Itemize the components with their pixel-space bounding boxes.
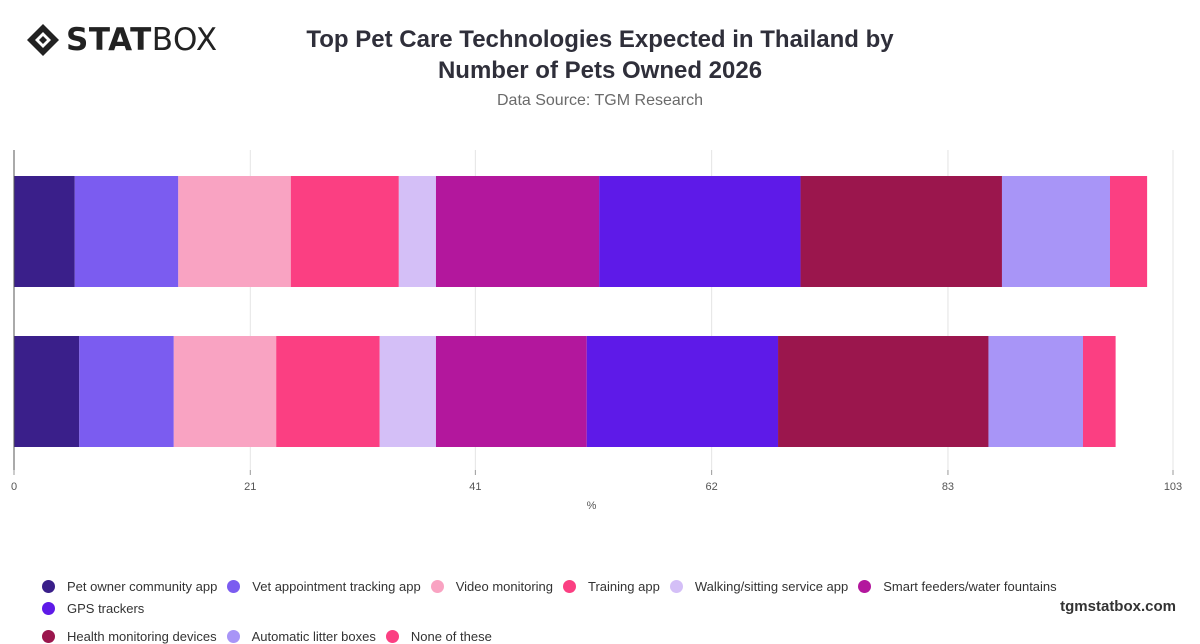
x-axis-label: % (587, 500, 597, 512)
logo-text-bold: STAT (66, 22, 152, 58)
legend-swatch (385, 629, 399, 643)
x-tick-label: 41 (469, 481, 481, 493)
bar-segment[interactable] (290, 176, 399, 287)
legend-swatch (430, 579, 444, 593)
legend-label: Video monitoring (455, 578, 554, 594)
bar-segment[interactable] (586, 336, 779, 447)
legend-item[interactable]: Walking/sitting service app (669, 578, 849, 594)
legend-item[interactable]: Vet appointment tracking app (227, 578, 421, 594)
legend-item[interactable]: Video monitoring (430, 578, 554, 594)
bar-segment[interactable] (435, 176, 600, 287)
x-axis: 0 21 41 62 83 103% (11, 150, 1182, 512)
x-tick-label: 83 (942, 481, 954, 493)
x-tick-label: 103 (1164, 481, 1182, 493)
legend-item[interactable]: Automatic litter boxes (226, 628, 376, 644)
legend-item[interactable]: Pet owner community app (42, 578, 217, 594)
legend-swatch (669, 579, 683, 593)
bar-segment[interactable] (379, 336, 436, 447)
logo-text-light: BOX (151, 22, 218, 58)
legend-label: Automatic litter boxes (251, 628, 376, 644)
legend-label: None of these (410, 628, 492, 644)
bar-segment[interactable] (178, 176, 291, 287)
logo-diamond-icon (27, 24, 59, 56)
bar-segment[interactable] (800, 176, 1002, 287)
legend-item[interactable]: Health monitoring devices (42, 628, 217, 644)
bar-segment[interactable] (398, 176, 436, 287)
brand-footer: tgmstatbox.com (1060, 598, 1176, 615)
legend-label: GPS trackers (67, 600, 145, 616)
legend-label: Training app (588, 578, 660, 594)
bar-segment[interactable] (1001, 176, 1110, 287)
legend-swatch (858, 579, 872, 593)
legend-label: Vet appointment tracking app (252, 578, 421, 594)
bar-chart: 0 21 41 62 83 103% (11, 150, 1182, 512)
legend-item[interactable]: None of these (385, 628, 492, 644)
legend-swatch (42, 601, 55, 615)
chart-title-line1: Top Pet Care Technologies Expected in Th… (306, 26, 894, 53)
bar-segment[interactable] (599, 176, 801, 287)
bar-segment[interactable] (1082, 336, 1116, 447)
bar-segments (14, 176, 1148, 447)
bar-segment[interactable] (173, 336, 277, 447)
chart-legend: Pet owner community app Vet appointment t… (42, 578, 1172, 644)
bar-segment[interactable] (14, 176, 75, 287)
bar-segment[interactable] (778, 336, 989, 447)
x-tick-label: 0 (11, 481, 17, 493)
legend-swatch (42, 579, 55, 593)
legend-swatch (563, 579, 577, 593)
legend-swatch (227, 579, 241, 593)
legend-swatch (226, 629, 240, 643)
statbox-logo: STATBOX (26, 22, 218, 58)
legend-item[interactable]: Training app (563, 578, 660, 594)
bar-segment[interactable] (988, 336, 1083, 447)
legend-label: Smart feeders/water fountains (883, 578, 1057, 594)
logo-text: STATBOX (66, 22, 218, 58)
chart-subtitle: Data Source: TGM Research (496, 92, 703, 109)
bar-segment[interactable] (79, 336, 174, 447)
legend-item[interactable]: Smart feeders/water fountains (858, 578, 1057, 594)
bar-segment[interactable] (14, 336, 80, 447)
bar-segment[interactable] (1109, 176, 1148, 287)
chart-title: Top Pet Care Technologies Expected in Th… (300, 24, 900, 86)
legend-swatch (42, 629, 55, 643)
x-tick-label: 62 (706, 481, 718, 493)
legend-label: Health monitoring devices (67, 628, 217, 644)
legend-item[interactable]: GPS trackers (42, 600, 144, 616)
bar-segment[interactable] (435, 336, 587, 447)
x-tick-label: 21 (244, 481, 256, 493)
bar-segment[interactable] (74, 176, 179, 287)
legend-label: Walking/sitting service app (694, 578, 849, 594)
chart-title-line2: Number of Pets Owned 2026 (437, 57, 763, 84)
bar-segment[interactable] (276, 336, 380, 447)
legend-label: Pet owner community app (67, 578, 218, 594)
